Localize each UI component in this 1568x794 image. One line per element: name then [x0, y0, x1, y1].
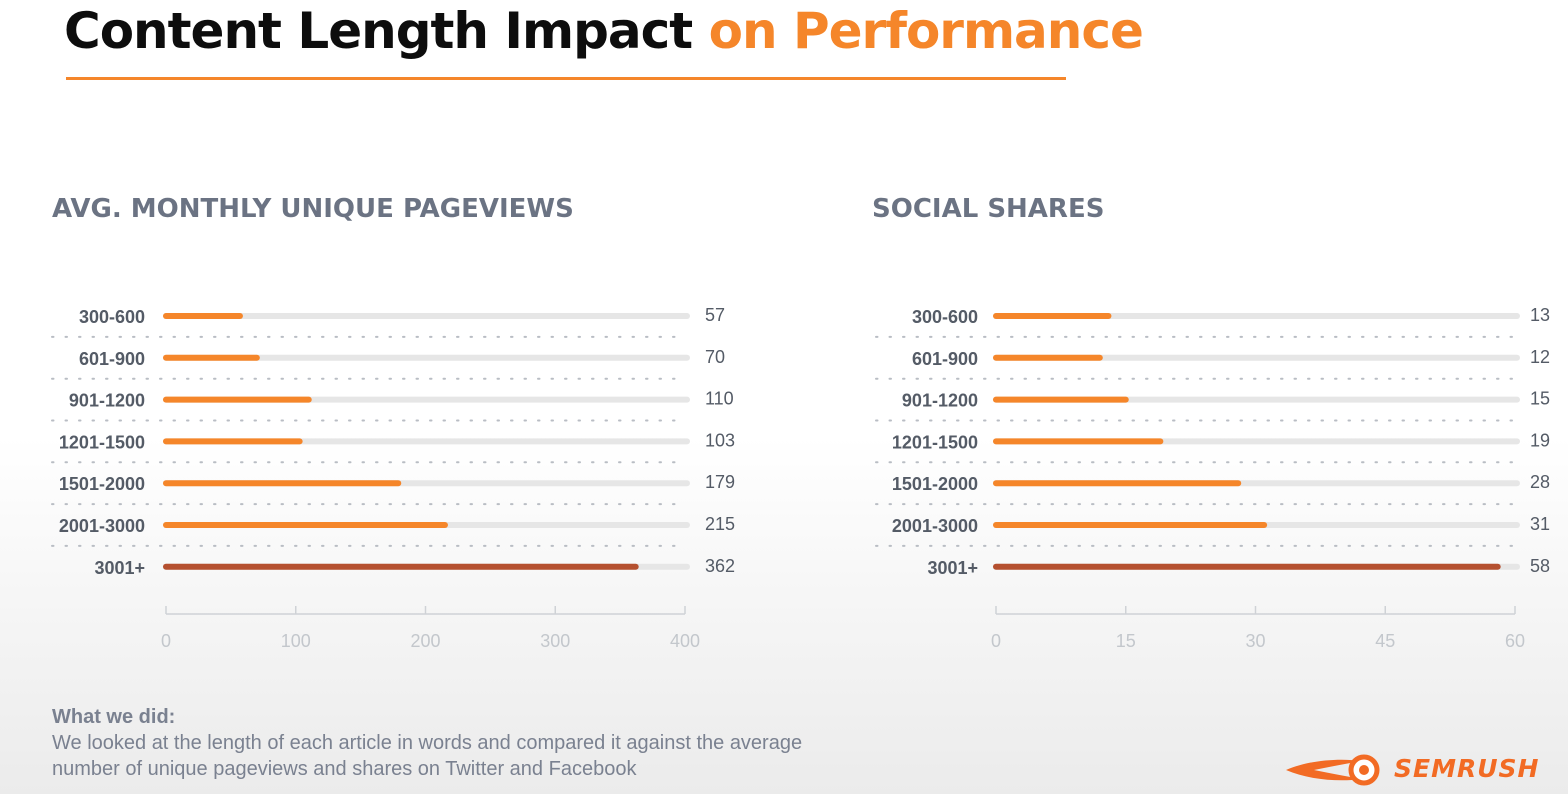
social-shares-chart-title: SOCIAL SHARES — [872, 194, 1105, 224]
semrush-wordmark: SEMRUSH — [1394, 754, 1540, 783]
category-label: 300-600 — [912, 307, 978, 327]
category-label: 1501-2000 — [892, 474, 978, 494]
pageviews-chart-title: AVG. MONTHLY UNIQUE PAGEVIEWS — [52, 194, 574, 224]
value-label: 179 — [705, 472, 735, 492]
x-tick-label: 60 — [1505, 631, 1525, 651]
title-part-black: Content Length Impact — [64, 2, 693, 60]
category-label: 3001+ — [94, 558, 145, 578]
value-label: 28 — [1530, 472, 1550, 492]
value-label: 19 — [1530, 430, 1550, 450]
slide-title: Content Length Impact on Performance — [64, 0, 1144, 62]
x-tick-label: 15 — [1116, 631, 1136, 651]
category-label: 300-600 — [79, 307, 145, 327]
comet-fireball-icon — [1286, 754, 1380, 786]
x-tick-label: 300 — [540, 631, 570, 651]
x-tick-label: 100 — [281, 631, 311, 651]
value-label: 103 — [705, 430, 735, 450]
pageviews-bar-chart: 300-600 57 601-900 70 901-1200 110 1201-1500 10… — [51, 305, 735, 651]
x-tick-label: 400 — [670, 631, 700, 651]
category-label: 3001+ — [927, 558, 978, 578]
social-shares-bar-chart: 300-600 13 601-900 12 901-1200 15 1201-1500 19 1… — [875, 305, 1550, 651]
methodology-heading: What we did: — [52, 706, 176, 728]
category-label: 1501-2000 — [59, 474, 145, 494]
category-label: 601-900 — [79, 349, 145, 369]
value-label: 58 — [1530, 556, 1550, 576]
x-tick-label: 0 — [161, 631, 171, 651]
value-label: 215 — [705, 514, 735, 534]
methodology-text: We looked at the length of each article … — [52, 732, 803, 780]
category-label: 1201-1500 — [892, 432, 978, 452]
value-label: 15 — [1530, 389, 1550, 409]
methodology-note: What we did: We looked at the length of … — [52, 704, 872, 782]
title-part-orange: on Performance — [708, 2, 1144, 60]
x-tick-label: 30 — [1245, 631, 1265, 651]
value-label: 13 — [1530, 305, 1550, 325]
value-label: 70 — [705, 347, 725, 367]
category-label: 2001-3000 — [892, 516, 978, 536]
value-label: 12 — [1530, 347, 1550, 367]
value-label: 110 — [705, 389, 734, 409]
x-tick-label: 0 — [991, 631, 1001, 651]
x-tick-label: 45 — [1375, 631, 1395, 651]
x-tick-label: 200 — [410, 631, 440, 651]
semrush-logo: SEMRUSH — [1284, 752, 1544, 788]
category-label: 2001-3000 — [59, 516, 145, 536]
category-label: 901-1200 — [902, 391, 978, 411]
category-label: 1201-1500 — [59, 432, 145, 452]
value-label: 31 — [1530, 514, 1550, 534]
category-label: 901-1200 — [69, 391, 145, 411]
value-label: 362 — [705, 556, 735, 576]
value-label: 57 — [705, 305, 725, 325]
category-label: 601-900 — [912, 349, 978, 369]
title-underline — [66, 77, 1066, 80]
